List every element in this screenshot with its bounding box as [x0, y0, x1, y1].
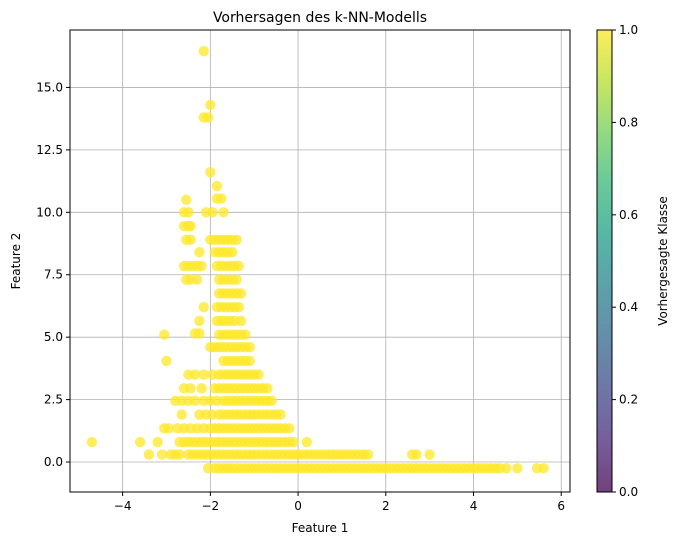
colorbar-tick-label: 1.0	[619, 23, 638, 37]
data-point	[266, 395, 277, 407]
chart-title: Vorhersagen des k-NN-Modells	[213, 10, 427, 26]
data-point	[240, 329, 251, 340]
x-tick-label: 4	[470, 499, 478, 513]
data-point	[143, 449, 155, 460]
colorbar-tick-label: 0.4	[619, 300, 638, 314]
x-tick-label: −4	[114, 499, 132, 513]
data-point	[218, 207, 229, 218]
data-point	[152, 436, 163, 448]
data-point	[185, 220, 196, 232]
colorbar-tick-label: 0.8	[619, 115, 638, 129]
data-point	[233, 260, 245, 272]
data-point	[202, 112, 214, 123]
colorbar-label: Vorhergesagte Klasse	[656, 196, 670, 326]
data-point	[244, 355, 256, 367]
data-point	[134, 436, 146, 448]
y-axis-ticks: 0.0 2.5 5.0 7.5 10.0 12.5 15.0	[36, 80, 70, 469]
data-point	[216, 193, 227, 204]
y-tick-label: 0.0	[44, 455, 63, 469]
y-tick-label: 7.5	[44, 268, 63, 282]
data-point	[194, 247, 205, 258]
data-point	[198, 46, 209, 57]
data-point	[196, 260, 207, 272]
data-point	[161, 355, 172, 367]
data-point	[176, 409, 188, 420]
y-tick-label: 5.0	[44, 330, 63, 344]
data-point	[207, 207, 218, 218]
colorbar	[596, 29, 613, 493]
colorbar-tick-label: 0.2	[619, 393, 638, 407]
data-point	[262, 383, 273, 394]
data-point	[538, 463, 549, 474]
data-point	[275, 409, 286, 420]
grid	[70, 30, 570, 492]
x-tick-label: 0	[294, 499, 302, 513]
colorbar-tick-label: 0.6	[619, 208, 638, 222]
data-point	[211, 180, 223, 192]
data-point	[205, 167, 216, 178]
data-point	[198, 302, 209, 313]
data-point	[411, 449, 422, 460]
data-point	[181, 194, 192, 206]
data-point	[501, 463, 512, 474]
x-axis-label: Feature 1	[292, 521, 349, 535]
x-tick-label: 2	[382, 499, 390, 513]
data-point	[189, 395, 201, 407]
data-point	[363, 449, 374, 460]
colorbar-tick-label: 0.0	[619, 485, 638, 499]
data-point	[231, 274, 242, 285]
data-point	[156, 449, 168, 460]
data-point	[86, 436, 98, 448]
data-point	[185, 383, 196, 394]
x-tick-label: 6	[557, 499, 565, 513]
colorbar-ticks: 0.0 0.2 0.4 0.6 0.8 1.0	[612, 23, 638, 499]
data-point	[227, 247, 238, 258]
plot-frame	[69, 29, 571, 493]
data-point	[244, 341, 256, 353]
data-point	[191, 274, 203, 285]
data-point	[205, 99, 216, 111]
data-point	[235, 315, 247, 327]
data-point	[424, 449, 435, 460]
y-tick-label: 2.5	[44, 393, 63, 407]
data-point	[231, 234, 242, 245]
data-point	[194, 328, 205, 339]
data-point	[253, 369, 264, 380]
data-point	[163, 423, 174, 434]
y-tick-label: 15.0	[36, 80, 63, 94]
data-point	[174, 449, 185, 460]
data-points	[86, 46, 549, 474]
y-tick-label: 10.0	[36, 205, 63, 219]
data-point	[194, 315, 205, 327]
data-point	[512, 463, 523, 474]
x-axis-ticks: −4 −2 0 2 4 6	[114, 492, 565, 513]
data-point	[288, 436, 299, 448]
data-point	[301, 436, 313, 448]
y-axis-label: Feature 2	[9, 233, 23, 290]
data-point	[233, 302, 245, 313]
data-point	[198, 369, 209, 380]
y-tick-label: 12.5	[36, 143, 63, 157]
data-point	[185, 234, 196, 245]
data-point	[284, 423, 295, 434]
data-point	[235, 288, 247, 299]
data-point	[183, 207, 194, 218]
data-point	[189, 369, 201, 380]
data-point	[196, 383, 207, 394]
data-point	[159, 329, 170, 340]
x-tick-label: −2	[201, 499, 219, 513]
